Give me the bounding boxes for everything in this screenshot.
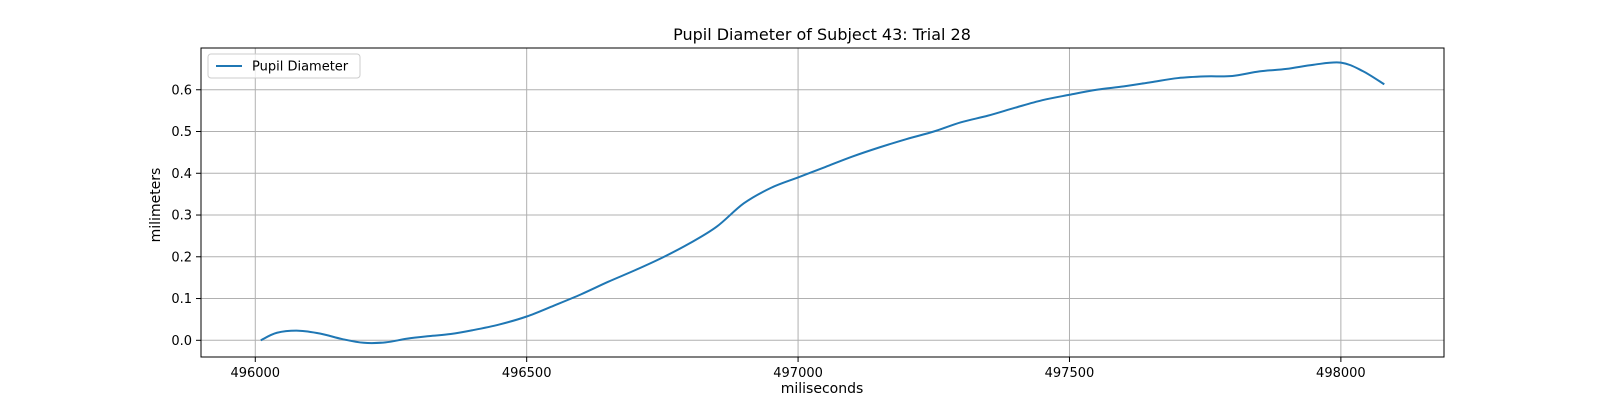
x-axis-label: miliseconds [781, 381, 864, 397]
x-tick-label: 497000 [773, 366, 823, 381]
y-tick-label: 0.5 [171, 125, 192, 140]
legend-box [207, 53, 361, 79]
y-tick-label: 0.1 [171, 292, 192, 307]
x-tick-label: 496000 [230, 366, 280, 381]
series-layer [260, 61, 1385, 345]
y-tick-label: 0.2 [171, 250, 192, 265]
chart-title: Pupil Diameter of Subject 43: Trial 28 [673, 25, 971, 44]
y-axis-label: milimeters [148, 168, 164, 243]
grid-lines [201, 48, 1444, 357]
x-tick-label: 498000 [1316, 366, 1366, 381]
legend: Pupil Diameter [207, 53, 361, 79]
y-tick-label: 0.6 [171, 83, 192, 98]
x-tick-label: 497500 [1045, 366, 1095, 381]
legend-label: Pupil Diameter [252, 60, 349, 75]
axes: 496000 496500 497000 497500 498000 0.0 0.1 0.2 0… [171, 47, 1445, 381]
plot-frame [200, 47, 1445, 358]
y-tick-label: 0.3 [171, 209, 192, 224]
x-tick-label: 496500 [502, 366, 552, 381]
series-line-pupil-diameter [260, 61, 1385, 345]
y-tick-label: 0.4 [171, 167, 192, 182]
y-tick-label: 0.0 [171, 334, 192, 349]
